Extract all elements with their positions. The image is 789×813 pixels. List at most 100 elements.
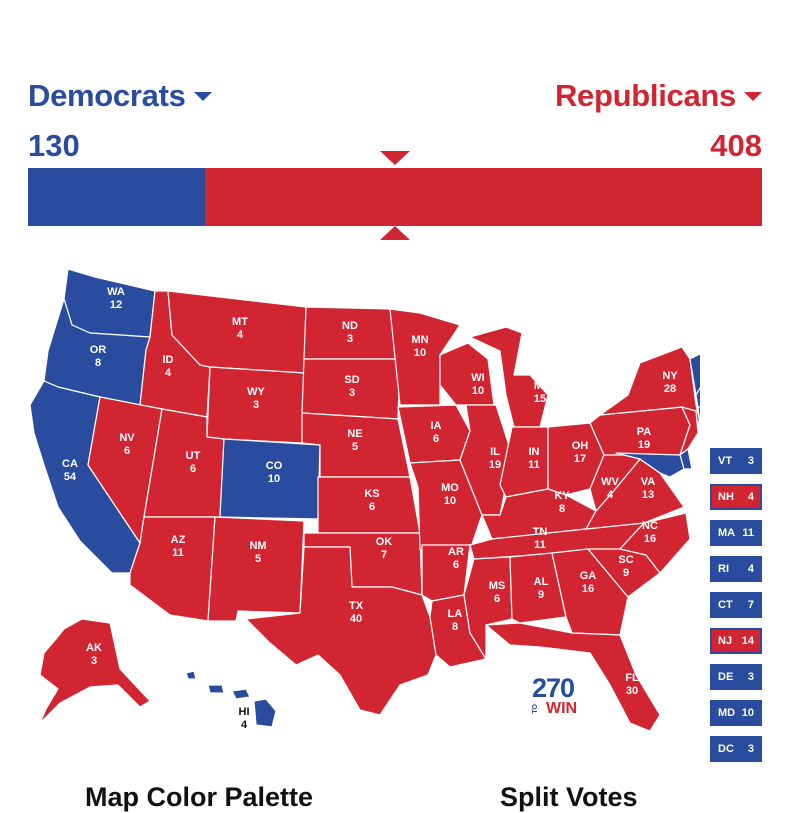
state-votes-AL: 9	[538, 589, 544, 601]
state-votes-OR: 8	[95, 357, 101, 369]
small-state-box-NJ[interactable]: NJ 14	[710, 628, 762, 654]
small-state-votes: 3	[747, 671, 754, 683]
republicans-dropdown[interactable]: Republicans	[555, 78, 762, 114]
small-state-abbr: NJ	[718, 635, 733, 647]
split-votes-title: Split Votes	[500, 782, 638, 812]
state-label-MS: MS	[489, 580, 506, 592]
small-state-box-DC[interactable]: DC 3	[710, 736, 762, 762]
state-votes-WA: 12	[110, 299, 122, 311]
state-HI[interactable]	[185, 670, 277, 728]
state-votes-GA: 16	[582, 583, 594, 595]
state-votes-KY: 8	[559, 503, 565, 515]
state-label-UT: UT	[186, 450, 201, 462]
state-NM[interactable]	[207, 516, 305, 622]
state-label-NV: NV	[119, 432, 135, 444]
state-label-NC: NC	[642, 520, 658, 532]
democrats-dropdown[interactable]: Democrats	[28, 78, 212, 114]
state-label-KY: KY	[554, 490, 570, 502]
state-TX[interactable]	[245, 546, 437, 716]
state-votes-WV: 4	[607, 489, 614, 501]
small-state-abbr: DC	[718, 743, 734, 755]
small-state-votes: 3	[747, 743, 754, 755]
state-votes-NE: 5	[352, 441, 358, 453]
state-CT[interactable]	[697, 405, 700, 424]
state-votes-MI: 15	[534, 393, 546, 405]
state-VT[interactable]	[689, 353, 700, 396]
state-AL[interactable]	[509, 552, 567, 624]
small-state-abbr: CT	[718, 599, 733, 611]
state-votes-MN: 10	[414, 347, 426, 359]
small-state-box-CT[interactable]: CT 7	[710, 592, 762, 618]
state-label-IA: IA	[431, 420, 442, 432]
state-votes-NC: 16	[644, 533, 656, 545]
democrats-label: Democrats	[28, 78, 186, 113]
small-state-votes: 11	[742, 527, 754, 539]
chevron-down-icon	[744, 91, 762, 101]
state-votes-NV: 6	[124, 445, 130, 457]
state-votes-PA: 19	[638, 439, 650, 451]
state-MD[interactable]	[615, 452, 685, 478]
small-state-box-RI[interactable]: RI 4	[710, 556, 762, 582]
state-label-WI: WI	[471, 372, 484, 384]
state-label-TN: TN	[533, 526, 548, 538]
small-state-votes: 7	[747, 599, 754, 611]
state-MA[interactable]	[695, 385, 700, 408]
state-votes-ND: 3	[347, 333, 353, 345]
state-label-MN: MN	[411, 334, 428, 346]
state-IN[interactable]	[499, 426, 549, 498]
state-votes-SD: 3	[349, 387, 355, 399]
state-votes-MO: 10	[444, 495, 456, 507]
state-votes-LA: 8	[452, 621, 458, 633]
small-state-box-MA[interactable]: MA 11	[710, 520, 762, 546]
state-label-GA: GA	[580, 570, 597, 582]
270-threshold-marker-bottom	[380, 226, 410, 240]
democrats-vote-count: 130	[28, 128, 80, 163]
small-state-box-MD[interactable]: MD 10	[710, 700, 762, 726]
state-label-NE: NE	[347, 428, 362, 440]
state-votes-CO: 10	[268, 473, 280, 485]
state-label-MT: MT	[232, 316, 248, 328]
state-AK[interactable]	[39, 618, 151, 724]
small-state-abbr: RI	[718, 563, 729, 575]
state-FL[interactable]	[485, 622, 661, 732]
state-label-SD: SD	[344, 374, 359, 386]
small-state-abbr: MA	[718, 527, 736, 539]
state-votes-TX: 40	[350, 613, 362, 625]
state-votes-MS: 6	[494, 593, 500, 605]
state-label-AZ: AZ	[171, 534, 186, 546]
small-state-votes: 14	[741, 635, 754, 647]
state-label-OH: OH	[572, 440, 589, 452]
small-state-box-NH[interactable]: NH 4	[710, 484, 762, 510]
state-label-OK: OK	[376, 536, 393, 548]
small-state-votes: 4	[747, 563, 754, 575]
state-votes-HI: 4	[241, 719, 248, 731]
state-AZ[interactable]	[129, 516, 216, 622]
small-state-votes: 4	[747, 491, 754, 503]
state-votes-WY: 3	[253, 399, 259, 411]
state-label-CA: CA	[62, 458, 78, 470]
state-votes-VA: 13	[642, 489, 654, 501]
state-label-MI: MI	[534, 380, 546, 392]
state-label-WY: WY	[247, 386, 265, 398]
logo-win: WIN	[546, 700, 578, 717]
state-votes-KS: 6	[369, 501, 375, 513]
small-state-box-DE[interactable]: DE 3	[710, 664, 762, 690]
state-votes-OH: 17	[574, 453, 586, 465]
small-state-box-VT[interactable]: VT 3	[710, 448, 762, 474]
small-state-abbr: NH	[718, 491, 734, 503]
state-votes-IN: 11	[528, 459, 540, 471]
logo-number: 270	[532, 673, 575, 703]
small-state-votes: 3	[747, 455, 754, 467]
state-MI[interactable]	[469, 326, 549, 428]
state-votes-WI: 10	[472, 385, 484, 397]
state-votes-UT: 6	[190, 463, 196, 475]
state-WI[interactable]	[439, 342, 495, 406]
state-label-AL: AL	[534, 576, 549, 588]
state-label-IL: IL	[490, 446, 500, 458]
state-label-AR: AR	[448, 546, 464, 558]
electoral-vote-bar	[28, 168, 762, 226]
state-label-TX: TX	[349, 600, 364, 612]
republicans-vote-count: 408	[710, 128, 762, 163]
state-label-KS: KS	[364, 488, 379, 500]
